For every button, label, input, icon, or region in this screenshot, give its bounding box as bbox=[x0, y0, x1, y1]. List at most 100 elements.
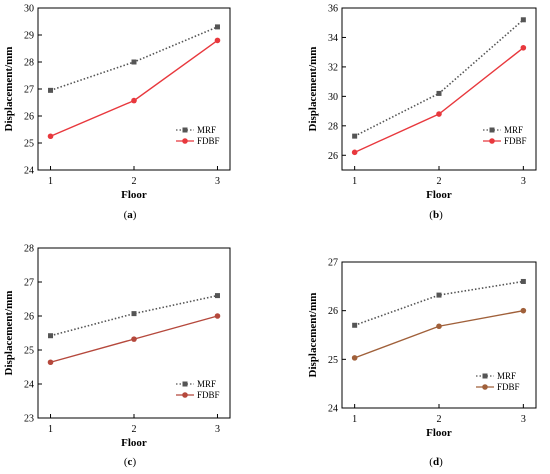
x-tick-label: 2 bbox=[132, 424, 137, 435]
legend-marker-fdbf bbox=[482, 384, 488, 390]
data-point-fdbf bbox=[351, 355, 358, 361]
x-tick-label: 1 bbox=[48, 424, 53, 435]
data-point-fdbf bbox=[436, 323, 442, 330]
legend-marker-fdbf bbox=[489, 138, 495, 144]
y-tick-label: 30 bbox=[24, 4, 34, 15]
x-tick-label: 3 bbox=[215, 424, 220, 435]
y-tick-label: 26 bbox=[328, 151, 338, 162]
legend-marker-mrf bbox=[482, 373, 488, 379]
legend-marker-fdbf bbox=[182, 138, 188, 144]
y-tick-label: 25 bbox=[24, 346, 34, 357]
y-axis-title: Displacement/mm bbox=[307, 47, 319, 132]
x-axis-title: Floor bbox=[121, 189, 147, 201]
x-tick-label: 3 bbox=[215, 176, 220, 187]
y-tick-label: 24 bbox=[328, 404, 338, 415]
chart-a: 24 25 26 27 28 29 30 1 2 3 Floor Displacement/mm MRF… bbox=[3, 4, 231, 221]
data-point-mrf bbox=[131, 311, 137, 317]
series-line-fdbf bbox=[354, 47, 524, 153]
legend-label-mrf: MRF bbox=[504, 125, 523, 135]
data-point-fdbf bbox=[131, 336, 137, 342]
data-point-mrf bbox=[131, 59, 137, 65]
data-point-fdbf bbox=[351, 149, 358, 156]
data-point-mrf bbox=[352, 322, 358, 328]
x-tick-label: 2 bbox=[437, 414, 442, 425]
legend-label-mrf: MRF bbox=[197, 125, 216, 135]
series-line-fdbf bbox=[354, 309, 524, 359]
data-point-fdbf bbox=[214, 313, 221, 319]
y-tick-label: 26 bbox=[24, 112, 34, 123]
y-tick-label: 26 bbox=[328, 306, 338, 317]
legend-marker-mrf bbox=[182, 381, 188, 387]
data-point-fdbf bbox=[131, 97, 137, 104]
y-tick-label: 30 bbox=[328, 92, 338, 103]
data-point-mrf bbox=[48, 87, 54, 93]
y-axis-title: Displacement/mm bbox=[3, 291, 15, 376]
y-axis-title: Displacement/mm bbox=[307, 293, 319, 378]
y-tick-label: 28 bbox=[24, 244, 34, 255]
y-tick-label: 27 bbox=[24, 278, 34, 289]
legend-label-mrf: MRF bbox=[497, 371, 516, 381]
y-tick-label: 28 bbox=[328, 121, 338, 132]
y-tick-label: 28 bbox=[24, 58, 34, 69]
y-tick-label: 32 bbox=[328, 62, 338, 73]
legend-label-mrf: MRF bbox=[197, 379, 216, 389]
y-axis-title: Displacement/mm bbox=[3, 47, 15, 132]
x-tick-label: 1 bbox=[352, 414, 357, 425]
data-point-fdbf bbox=[436, 111, 442, 117]
data-point-mrf bbox=[436, 90, 442, 96]
chart-b: 26 28 30 32 34 36 1 2 3 Floor Displacement/mm MRFFD… bbox=[307, 4, 537, 221]
x-tick-label: 3 bbox=[521, 414, 526, 425]
x-axis-title: Floor bbox=[121, 437, 147, 449]
y-tick-label: 34 bbox=[328, 33, 338, 44]
x-tick-label: 2 bbox=[437, 176, 442, 187]
subfigure-caption: (d) bbox=[429, 456, 443, 468]
data-point-mrf bbox=[436, 292, 442, 298]
series-line-mrf bbox=[354, 280, 524, 327]
data-point-mrf bbox=[352, 133, 358, 139]
legend-marker-mrf bbox=[182, 127, 188, 133]
legend-marker-fdbf bbox=[182, 392, 188, 398]
data-point-fdbf bbox=[214, 37, 221, 44]
x-tick-label: 1 bbox=[48, 176, 53, 187]
x-tick-label: 3 bbox=[521, 176, 526, 187]
legend-label-fdbf: FDBF bbox=[197, 136, 220, 146]
data-point-mrf bbox=[48, 333, 54, 339]
legend-label-fdbf: FDBF bbox=[497, 382, 520, 392]
y-tick-label: 27 bbox=[328, 258, 338, 269]
y-tick-label: 26 bbox=[24, 312, 34, 323]
legend-marker-mrf bbox=[489, 127, 495, 133]
data-point-fdbf bbox=[47, 359, 54, 366]
data-point-mrf bbox=[214, 293, 220, 299]
x-axis-title: Floor bbox=[426, 427, 452, 439]
y-tick-label: 27 bbox=[24, 85, 34, 96]
subfigure-caption: (b) bbox=[429, 209, 443, 221]
subfigure-caption: (a) bbox=[124, 209, 137, 221]
series-line-fdbf bbox=[50, 39, 218, 137]
y-tick-label: 24 bbox=[24, 166, 34, 177]
x-axis-title: Floor bbox=[426, 189, 452, 201]
y-tick-label: 24 bbox=[24, 380, 34, 391]
data-point-mrf bbox=[214, 24, 220, 30]
data-point-fdbf bbox=[520, 44, 527, 51]
x-tick-label: 1 bbox=[352, 176, 357, 187]
data-point-mrf bbox=[520, 278, 526, 284]
series-line-mrf bbox=[50, 294, 218, 337]
y-tick-label: 23 bbox=[24, 414, 34, 425]
legend-label-fdbf: FDBF bbox=[197, 390, 220, 400]
y-tick-label: 25 bbox=[328, 355, 338, 366]
data-point-mrf bbox=[520, 17, 526, 23]
data-point-fdbf bbox=[520, 307, 527, 314]
y-tick-label: 29 bbox=[24, 31, 34, 42]
data-point-fdbf bbox=[47, 133, 54, 140]
y-tick-label: 25 bbox=[24, 139, 34, 150]
y-tick-label: 36 bbox=[328, 4, 338, 15]
series-line-mrf bbox=[354, 19, 524, 137]
subfigure-caption: (c) bbox=[124, 456, 137, 468]
